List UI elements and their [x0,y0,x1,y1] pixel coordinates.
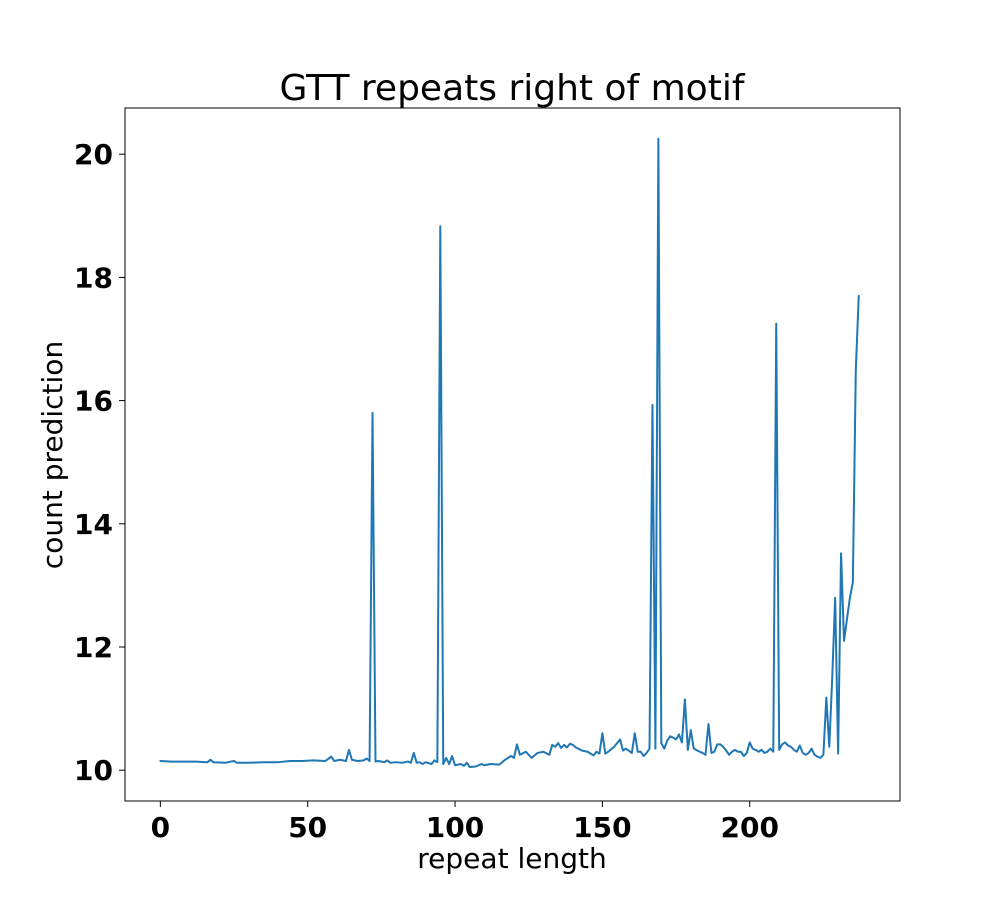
x-tick-label: 100 [426,811,484,844]
plot-frame [124,107,901,802]
y-tick-label: 16 [74,385,113,418]
y-tick-label: 14 [74,508,113,541]
x-axis-label: repeat length [417,842,606,875]
x-tick-label: 200 [720,811,778,844]
y-tick-label: 20 [74,138,113,171]
plot-area [159,137,860,769]
y-tick-label: 18 [74,261,113,294]
x-tick-label: 0 [151,811,170,844]
y-axis: 10 12 14 16 18 20 [74,138,125,787]
x-tick-label: 50 [288,811,327,844]
x-axis: 0 50 100 150 200 [151,801,779,844]
y-tick-label: 12 [74,631,113,664]
y-axis-label: count prediction [36,341,69,569]
series-line-0 [159,137,860,769]
x-tick-label: 150 [573,811,631,844]
chart-title: GTT repeats right of motif [280,68,746,109]
y-tick-label: 10 [74,754,113,787]
